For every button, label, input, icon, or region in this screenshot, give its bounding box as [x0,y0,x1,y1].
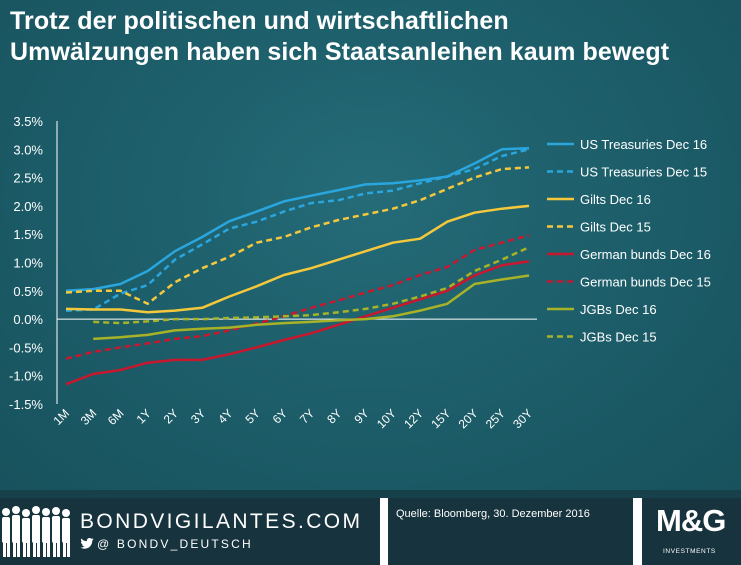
x-tick-label: 6M [105,406,127,428]
legend-label-6: German bunds Dec 15 [580,275,711,290]
y-tick-label: 0.0% [13,312,43,327]
chart-title: Trotz der politischen und wirtschaftlich… [10,6,740,68]
x-tick-label: 9Y [351,406,371,426]
legend-label-2: US Treasuries Dec 15 [580,165,707,180]
x-tick-label: 10Y [374,406,399,431]
series-line-1 [65,146,530,293]
mg-logo[interactable]: M&G INVESTMENTS [642,498,741,565]
mg-logo-subtitle: INVESTMENTS [663,548,716,555]
twitter-handle-link[interactable]: @ BONDV_DEUTSCH [80,537,253,551]
x-tick-label: 6Y [270,406,290,426]
x-tick-label: 3M [78,406,100,428]
twitter-handle: @ BONDV_DEUTSCH [97,537,253,551]
mg-logo-mark: M&G [656,503,726,538]
brand-name-link[interactable]: BONDVIGILANTES.COM [80,510,363,533]
chart-title-line2: Umwälzungen haben sich Staatsanleihen ka… [10,38,670,66]
legend-label-4: Gilts Dec 15 [580,220,651,235]
x-tick-label: 20Y [456,406,481,431]
series-line-5 [65,260,530,386]
x-tick-label: 12Y [401,406,426,431]
y-tick-label: 2.0% [13,199,43,214]
twitter-bird-icon [80,538,94,549]
y-tick-label: 3.5% [13,114,43,129]
y-tick-label: 1.0% [13,256,43,271]
y-tick-label: 1.5% [13,227,43,242]
y-tick-label: -1.0% [9,369,43,384]
legend-label-7: JGBs Dec 16 [580,302,657,317]
x-tick-label: 5Y [242,406,262,426]
legend-label-5: German bunds Dec 16 [580,247,711,262]
x-tick-label: 4Y [215,406,235,426]
x-tick-label: 25Y [483,406,508,431]
x-tick-label: 1Y [134,406,154,426]
series-line-2 [65,148,530,312]
y-tick-label: 0.5% [13,284,43,299]
series-line-8 [93,246,530,325]
chart-background [0,0,741,490]
legend-label-8: JGBs Dec 15 [580,330,657,345]
legend-label-3: Gilts Dec 16 [580,192,651,207]
y-tick-label: 3.0% [13,142,43,157]
series-line-7 [93,274,530,341]
x-tick-label: 2Y [161,406,181,426]
x-tick-label: 30Y [510,406,535,431]
source-box: Quelle: Bloomberg, 30. Dezember 2016 [388,498,633,565]
series-line-3 [65,204,530,314]
x-tick-label: 3Y [188,406,208,426]
legend-label-1: US Treasuries Dec 16 [580,137,707,152]
series-line-4 [65,166,530,306]
y-tick-label: -1.5% [9,397,43,412]
footer-divider [0,490,741,498]
x-tick-label: 8Y [324,406,344,426]
y-tick-label: -0.5% [9,340,43,355]
people-silhouettes-icon [2,506,70,557]
x-tick-label: 15Y [428,406,453,431]
chart-title-line1: Trotz der politischen und wirtschaftlich… [10,7,509,35]
x-tick-label: 1M [50,406,72,428]
y-tick-label: 2.5% [13,171,43,186]
yield-curve-chart: 3.5% 3.0% 2.5% 2.0% 1.5% 1.0% 0.5% 0.0% -0.5% -1.… [9,114,711,431]
source-note: Quelle: Bloomberg, 30. Dezember 2016 [396,508,590,520]
x-tick-label: 7Y [297,406,317,426]
